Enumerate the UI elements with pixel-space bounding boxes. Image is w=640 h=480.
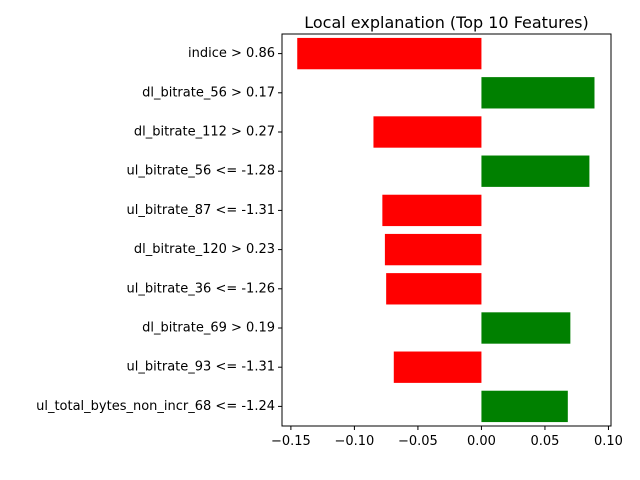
x-tick-label-6: 0.10	[594, 434, 623, 449]
bars-layer	[297, 37, 595, 423]
bar-3	[373, 116, 482, 148]
y-axis: indice > 0.86 dl_bitrate_56 > 0.17 dl_bitr…	[36, 46, 282, 414]
bar-9	[393, 351, 482, 383]
y-tick-label-9: ul_bitrate_93 <= -1.31	[127, 360, 275, 375]
plot-frame	[281, 33, 612, 427]
y-tick-label-6: dl_bitrate_120 > 0.23	[134, 242, 275, 257]
x-tick-label-5: 0.05	[530, 434, 559, 449]
x-tick-label-4: 0.00	[467, 434, 496, 449]
chart-title: Local explanation (Top 10 Features)	[304, 13, 588, 32]
y-tick-label-8: dl_bitrate_69 > 0.19	[142, 321, 275, 336]
y-tick-label-4: ul_bitrate_56 <= -1.28	[127, 164, 275, 179]
bar-7	[386, 273, 482, 305]
y-tick-label-3: dl_bitrate_112 > 0.27	[134, 125, 275, 140]
bar-6	[384, 233, 482, 266]
y-tick-label-7: ul_bitrate_36 <= -1.26	[127, 281, 275, 296]
y-tick-label-5: ul_bitrate_87 <= -1.31	[127, 203, 275, 218]
bar-8	[481, 312, 571, 344]
bar-4	[481, 155, 590, 187]
bar-5	[382, 194, 482, 227]
bar-2	[481, 77, 595, 109]
y-tick-label-1: indice > 0.86	[188, 46, 275, 61]
x-axis: −0.15 −0.10 −0.05 0.00 0.05 0.10	[271, 426, 623, 449]
x-tick-label-1: −0.15	[271, 434, 311, 449]
x-tick-label-2: −0.10	[334, 434, 374, 449]
x-tick-label-3: −0.05	[398, 434, 438, 449]
y-tick-label-2: dl_bitrate_56 > 0.17	[142, 85, 275, 100]
bar-1	[297, 37, 482, 70]
y-tick-label-10: ul_total_bytes_non_incr_68 <= -1.24	[36, 399, 275, 414]
bar-10	[481, 390, 568, 423]
